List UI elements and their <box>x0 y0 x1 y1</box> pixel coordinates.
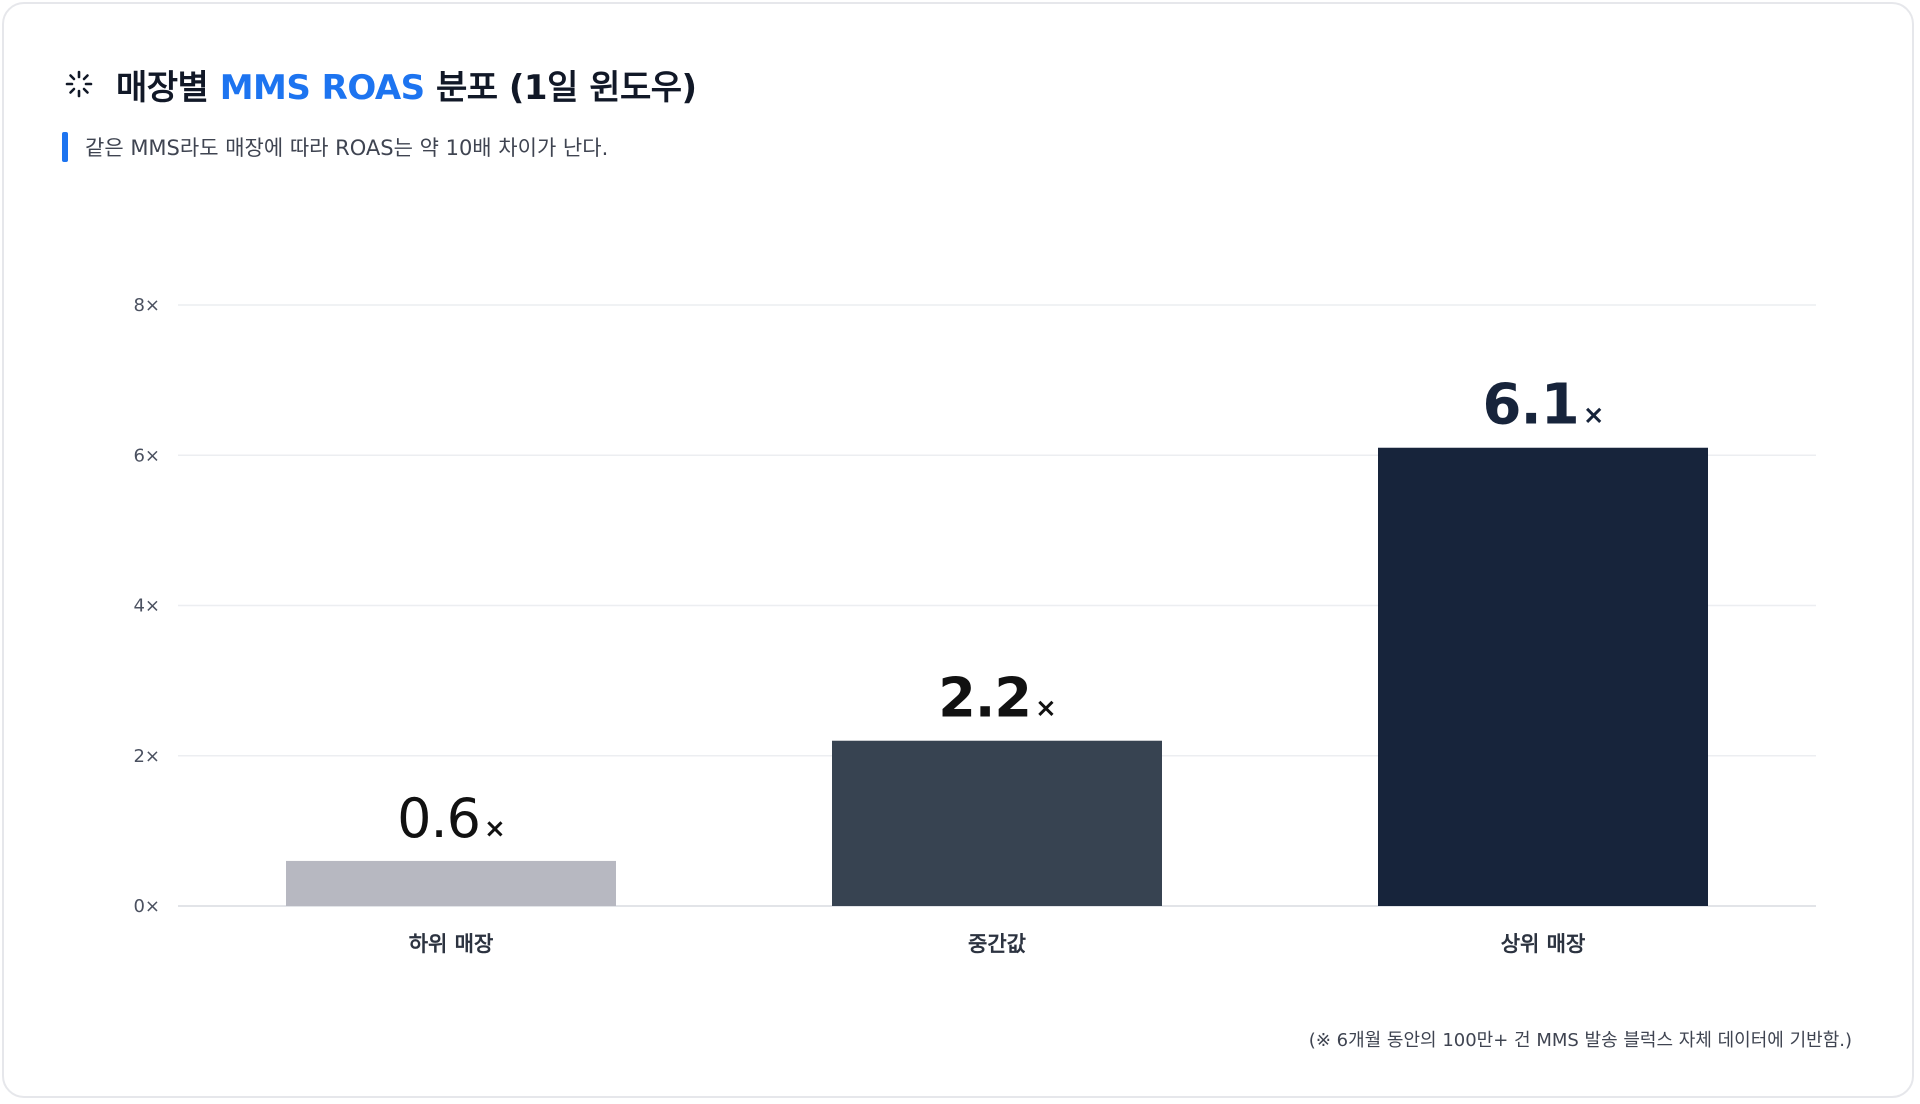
title-accent: MMS ROAS <box>219 67 425 108</box>
data-label-suffix: × <box>1583 401 1604 431</box>
subtitle: 같은 MMS라도 매장에 따라 ROAS는 약 10배 차이가 난다. <box>85 136 609 160</box>
footnote: (※ 6개월 동안의 100만+ 건 MMS 발송 블럭스 자체 데이터에 기반… <box>1308 1030 1852 1051</box>
label-layer: 0× 2× 4× 6× 8× 0.6 × 하위 매장 2.2 × 중간값 6.1 × 상위 매장 <box>133 295 1604 956</box>
y-tick-label: 4× <box>133 596 160 617</box>
data-label: 2.2 × <box>938 667 1055 730</box>
subtitle-accent-bar <box>62 132 68 162</box>
title-suffix: 분포 (1일 윈도우) <box>424 67 697 108</box>
y-tick-label: 8× <box>133 295 160 316</box>
data-label: 6.1 × <box>1483 373 1604 438</box>
bar <box>1378 447 1708 906</box>
x-tick-label: 상위 매장 <box>1501 932 1586 956</box>
data-label: 0.6 × <box>397 787 505 850</box>
y-tick-label: 0× <box>133 896 160 917</box>
title-prefix: 매장별 <box>116 67 220 108</box>
subtitle-row: 같은 MMS라도 매장에 따라 ROAS는 약 10배 차이가 난다. <box>62 132 608 162</box>
bar <box>832 740 1162 906</box>
chart-header: 매장별 MMS ROAS 분포 (1일 윈도우) <box>64 60 697 109</box>
page-title: 매장별 MMS ROAS 분포 (1일 윈도우) <box>116 60 697 109</box>
bar-layer <box>286 447 1708 906</box>
x-tick-label: 하위 매장 <box>409 932 494 956</box>
bar <box>286 860 616 906</box>
y-tick-label: 6× <box>133 445 160 466</box>
y-tick-label: 2× <box>133 746 160 767</box>
data-label-suffix: × <box>1035 694 1056 724</box>
x-tick-label: 중간값 <box>968 932 1026 956</box>
data-label-suffix: × <box>484 814 505 844</box>
spinner-icon <box>64 69 94 99</box>
